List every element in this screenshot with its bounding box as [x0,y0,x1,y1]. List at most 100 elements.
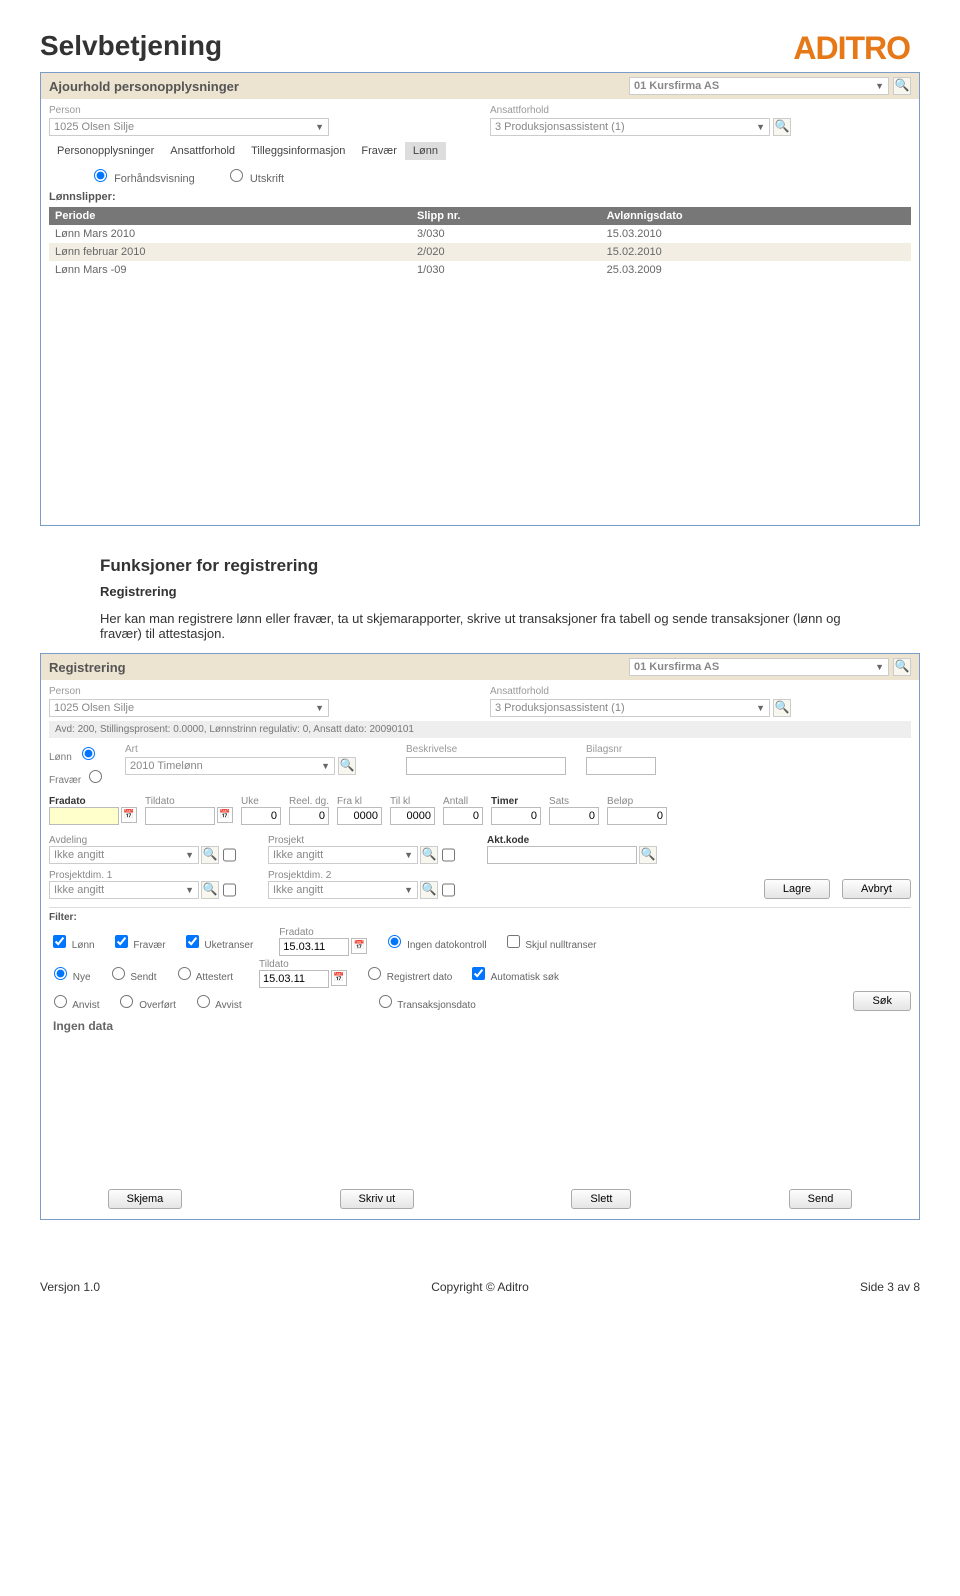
person-label: Person [49,105,470,116]
pd1-select[interactable]: Ikke angitt▼ [49,881,199,899]
tildato-input[interactable] [145,807,215,825]
search-icon[interactable]: 🔍 [420,846,438,864]
radio-forhandsvisning[interactable]: Forhåndsvisning [89,166,195,185]
pd2-select[interactable]: Ikke angitt▼ [268,881,418,899]
search-icon[interactable]: 🔍 [893,77,911,95]
skjema-button[interactable]: Skjema [108,1189,183,1209]
bilagsnr-label: Bilagsnr [586,744,656,755]
page-title: Selvbetjening [40,30,920,62]
belop-input[interactable] [607,807,667,825]
aktkode-input[interactable] [487,846,637,864]
payslip-table: Periode Slipp nr. Avlønnigsdato Lønn Mar… [49,207,911,279]
filter-tildato-input[interactable] [259,970,329,988]
radio-overfort[interactable]: Overført [115,992,175,1011]
search-icon[interactable]: 🔍 [338,757,356,775]
avdeling-label: Avdeling [49,835,238,846]
search-icon[interactable]: 🔍 [773,118,791,136]
info-strip: Avd: 200, Stillingsprosent: 0.0000, Lønn… [49,721,911,738]
reel-input[interactable] [289,807,329,825]
avdeling-check[interactable] [223,846,236,864]
lagre-button[interactable]: Lagre [764,879,830,899]
calendar-icon[interactable]: 📅 [351,938,367,954]
radio-ingen-dato[interactable]: Ingen datokontroll [383,932,486,951]
antall-label: Antall [443,796,483,807]
bilagsnr-input[interactable] [586,757,656,775]
no-data-label: Ingen data [49,1011,911,1041]
th-periode: Periode [49,207,411,225]
calendar-icon[interactable]: 📅 [121,807,137,823]
tab-tilleggsinformasjon[interactable]: Tilleggsinformasjon [243,142,353,160]
sok-button[interactable]: Søk [853,991,911,1011]
filter-fradato-label: Fradato [279,927,367,938]
chk-skjul[interactable]: Skjul nulltranser [503,932,597,951]
footer-page: Side 3 av 8 [860,1280,920,1294]
chk-fravaer[interactable]: Fravær [111,932,166,951]
section-sub: Registrering [100,584,860,599]
pd2-check[interactable] [442,881,455,899]
table-row[interactable]: Lønn Mars -091/03025.03.2009 [49,261,911,279]
radio-lonn[interactable]: Lønn [49,744,105,763]
calendar-icon[interactable]: 📅 [217,807,233,823]
avbryt-button[interactable]: Avbryt [842,879,911,899]
radio-sendt[interactable]: Sendt [107,964,157,983]
radio-fravaer[interactable]: Fravær [49,767,105,786]
tab-lonn[interactable]: Lønn [405,142,446,160]
company-select[interactable]: 01 Kursfirma AS▼ [629,77,889,95]
search-icon[interactable]: 🔍 [201,881,219,899]
tab-personopplysninger[interactable]: Personopplysninger [49,142,162,160]
ansatt-select[interactable]: 3 Produksjonsassistent (1)▼ [490,699,770,717]
table-row[interactable]: Lønn Mars 20103/03015.03.2010 [49,225,911,243]
ansatt-label: Ansattforhold [490,686,911,697]
uke-input[interactable] [241,807,281,825]
timer-input[interactable] [491,807,541,825]
tab-ansattforhold[interactable]: Ansattforhold [162,142,243,160]
fradato-input[interactable] [49,807,119,825]
panel2-title: Registrering [49,660,126,675]
table-row[interactable]: Lønn februar 20102/02015.02.2010 [49,243,911,261]
sats-input[interactable] [549,807,599,825]
art-select[interactable]: 2010 Timelønn▼ [125,757,335,775]
radio-transdato[interactable]: Transaksjonsdato [374,992,476,1011]
ansatt-select[interactable]: 3 Produksjonsassistent (1)▼ [490,118,770,136]
art-label: Art [125,744,356,755]
company-select[interactable]: 01 Kursfirma AS▼ [629,658,889,676]
th-slipp: Slipp nr. [411,207,601,225]
search-icon[interactable]: 🔍 [639,846,657,864]
radio-avvist[interactable]: Avvist [192,992,242,1011]
beskrivelse-label: Beskrivelse [406,744,566,755]
person-select[interactable]: 1025 Olsen Silje▼ [49,118,329,136]
calendar-icon[interactable]: 📅 [331,970,347,986]
filter-fradato-input[interactable] [279,938,349,956]
radio-attestert[interactable]: Attestert [173,964,233,983]
skrivut-button[interactable]: Skriv ut [340,1189,415,1209]
radio-reg-dato[interactable]: Registrert dato [363,964,452,983]
belop-label: Beløp [607,796,667,807]
tab-fravaer[interactable]: Fravær [353,142,404,160]
search-icon[interactable]: 🔍 [773,699,791,717]
frakl-input[interactable] [337,807,382,825]
panel-ajourhold: Ajourhold personopplysninger 01 Kursfirm… [40,72,920,526]
footer-version: Versjon 1.0 [40,1280,100,1294]
send-button[interactable]: Send [789,1189,853,1209]
person-select[interactable]: 1025 Olsen Silje▼ [49,699,329,717]
search-icon[interactable]: 🔍 [201,846,219,864]
search-icon[interactable]: 🔍 [420,881,438,899]
pd1-check[interactable] [223,881,236,899]
avdeling-select[interactable]: Ikke angitt▼ [49,846,199,864]
pd2-label: Prosjektdim. 2 [268,870,457,881]
antall-input[interactable] [443,807,483,825]
radio-utskrift[interactable]: Utskrift [225,166,284,185]
tilkl-input[interactable] [390,807,435,825]
pd1-label: Prosjektdim. 1 [49,870,238,881]
prosjekt-select[interactable]: Ikke angitt▼ [268,846,418,864]
radio-anvist[interactable]: Anvist [49,992,99,1011]
chk-auto[interactable]: Automatisk søk [468,964,559,983]
slett-button[interactable]: Slett [571,1189,631,1209]
chk-lonn[interactable]: Lønn [49,932,95,951]
search-icon[interactable]: 🔍 [893,658,911,676]
radio-nye[interactable]: Nye [49,964,91,983]
prosjekt-check[interactable] [442,846,455,864]
chk-uketranser[interactable]: Uketranser [182,932,254,951]
beskrivelse-input[interactable] [406,757,566,775]
section-head: Funksjoner for registrering [100,556,920,576]
